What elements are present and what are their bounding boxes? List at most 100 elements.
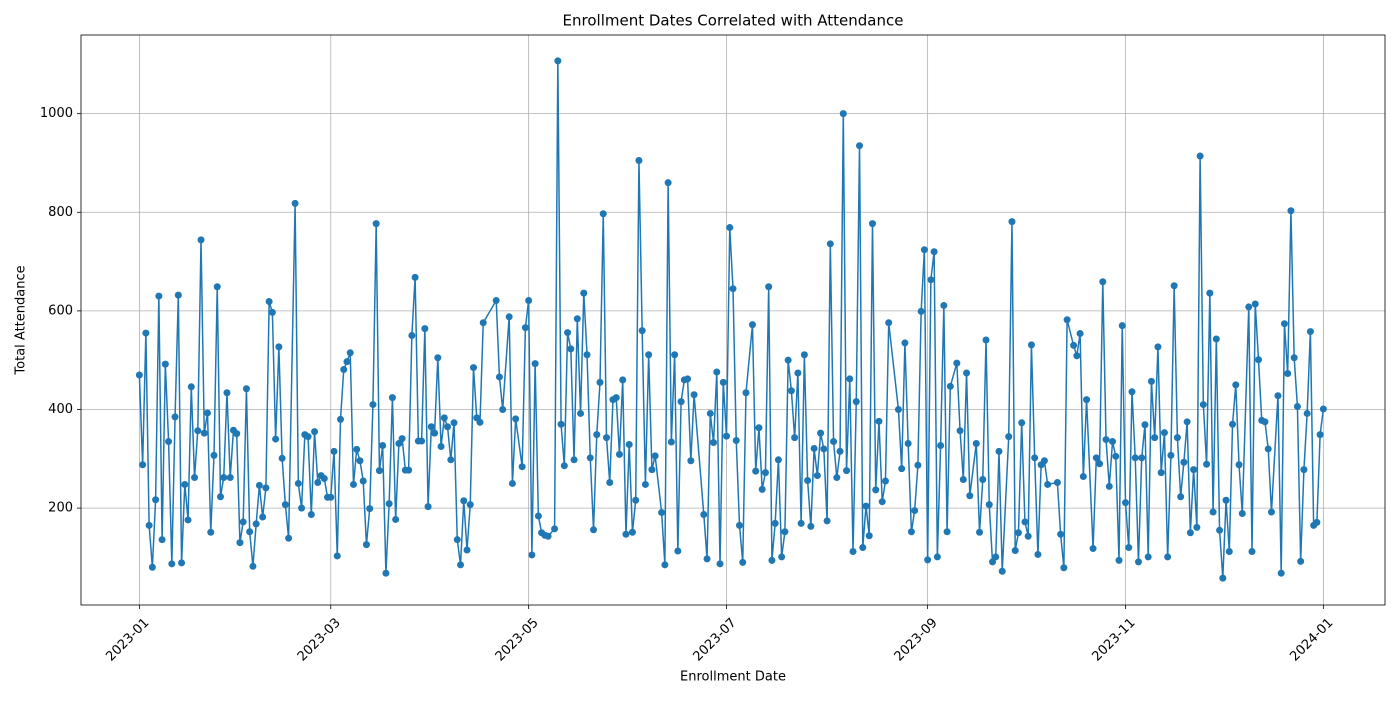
data-point xyxy=(1154,343,1162,351)
data-point xyxy=(1170,282,1178,290)
data-point xyxy=(761,469,769,477)
data-point xyxy=(586,454,594,462)
data-point xyxy=(1053,478,1061,486)
data-point xyxy=(1151,434,1159,442)
x-tick-label: 2023-03 xyxy=(295,615,344,664)
data-point xyxy=(1238,510,1246,518)
data-point xyxy=(820,445,828,453)
data-point xyxy=(200,429,208,437)
data-point xyxy=(1277,569,1285,577)
data-point xyxy=(1138,454,1146,462)
data-point xyxy=(800,351,808,359)
data-point xyxy=(1319,405,1327,413)
data-point xyxy=(1293,403,1301,411)
data-point xyxy=(606,478,614,486)
data-point xyxy=(794,369,802,377)
data-point xyxy=(1102,436,1110,444)
data-point xyxy=(262,484,270,492)
data-point xyxy=(337,415,345,423)
data-point xyxy=(375,467,383,475)
data-point xyxy=(726,224,734,232)
data-point xyxy=(145,521,153,529)
data-point xyxy=(521,324,529,332)
data-point xyxy=(1118,322,1126,330)
data-point xyxy=(259,513,267,521)
data-point xyxy=(823,517,831,525)
data-point xyxy=(1190,466,1198,474)
data-point xyxy=(959,476,967,484)
data-point xyxy=(450,419,458,427)
data-point xyxy=(444,423,452,431)
data-point xyxy=(735,521,743,529)
data-point xyxy=(408,332,416,340)
data-point xyxy=(255,481,263,489)
data-point xyxy=(158,536,166,544)
data-point xyxy=(937,441,945,449)
data-point xyxy=(1063,316,1071,324)
data-point xyxy=(765,283,773,291)
data-point xyxy=(914,461,922,469)
data-point xyxy=(278,454,286,462)
data-point xyxy=(171,413,179,421)
data-point xyxy=(839,110,847,118)
data-point xyxy=(223,389,231,397)
data-point xyxy=(165,438,173,446)
data-point xyxy=(826,240,834,248)
data-point xyxy=(713,368,721,376)
data-point xyxy=(615,450,623,458)
data-point xyxy=(216,493,224,501)
data-point xyxy=(739,558,747,566)
data-point xyxy=(1021,518,1029,526)
data-point xyxy=(275,343,283,351)
chart-title: Enrollment Dates Correlated with Attenda… xyxy=(563,12,904,30)
data-point xyxy=(703,555,711,563)
data-point xyxy=(885,319,893,327)
data-point xyxy=(580,289,588,297)
data-point xyxy=(1008,218,1016,226)
data-point xyxy=(382,569,390,577)
data-point xyxy=(1251,300,1259,308)
data-point xyxy=(1235,461,1243,469)
data-point xyxy=(920,246,928,254)
data-point xyxy=(1313,518,1321,526)
data-point xyxy=(1173,434,1181,442)
data-point xyxy=(872,486,880,494)
data-point xyxy=(1267,508,1275,516)
data-point xyxy=(272,435,280,443)
grid xyxy=(81,35,1385,605)
data-point xyxy=(479,319,487,327)
data-point xyxy=(817,429,825,437)
data-point xyxy=(862,502,870,510)
y-tick-label: 800 xyxy=(48,205,73,220)
data-point xyxy=(1096,460,1104,468)
data-point xyxy=(830,438,838,446)
data-point xyxy=(191,474,199,482)
data-point xyxy=(1131,454,1139,462)
data-point xyxy=(742,389,750,397)
data-point xyxy=(859,544,867,552)
data-point xyxy=(236,539,244,547)
data-point xyxy=(457,561,465,569)
data-point xyxy=(291,199,299,207)
data-point xyxy=(327,493,335,501)
data-point xyxy=(379,441,387,449)
data-point xyxy=(1274,392,1282,400)
data-point xyxy=(512,415,520,423)
x-tick-label: 2023-09 xyxy=(892,615,941,664)
data-point xyxy=(898,465,906,473)
data-point xyxy=(418,437,426,445)
data-point xyxy=(804,476,812,484)
data-point xyxy=(369,401,377,409)
data-point xyxy=(635,156,643,164)
data-point xyxy=(924,556,932,564)
data-point xyxy=(868,220,876,228)
data-point xyxy=(1284,369,1292,377)
data-point xyxy=(544,532,552,540)
data-point xyxy=(1264,445,1272,453)
y-axis-label: Total Attendance xyxy=(14,265,29,375)
data-point xyxy=(466,501,474,509)
data-point xyxy=(1290,354,1298,362)
data-point xyxy=(359,477,367,485)
data-point xyxy=(677,398,685,406)
data-point xyxy=(311,428,319,436)
